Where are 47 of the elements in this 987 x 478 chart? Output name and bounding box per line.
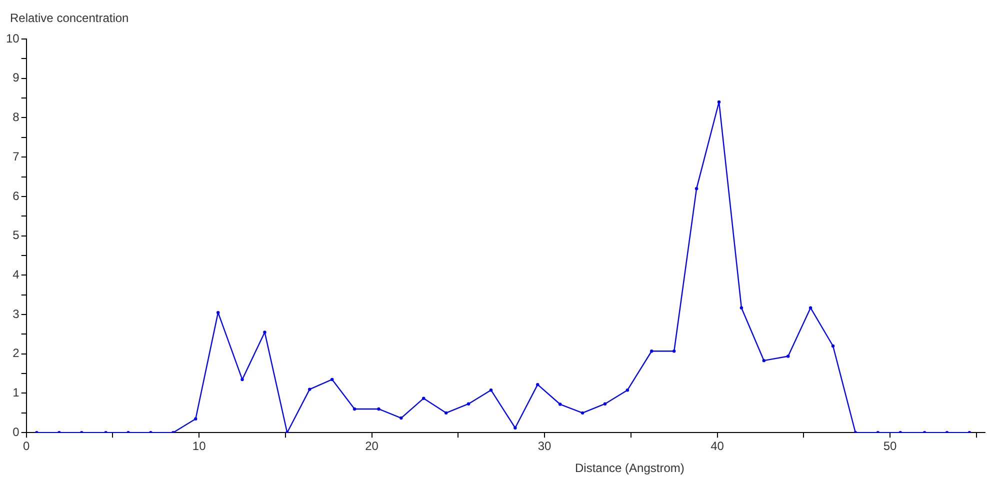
y-tick-label: 8 (12, 110, 20, 124)
x-tick-label: 50 (883, 439, 897, 454)
y-tick-label: 7 (12, 149, 20, 164)
point (308, 388, 312, 391)
point (580, 411, 584, 415)
point (717, 100, 721, 104)
point (603, 402, 607, 406)
point (400, 416, 403, 420)
x-tick-label: 0 (23, 439, 30, 454)
x-tick-label: 20 (365, 439, 379, 454)
x-axis-title: Distance (Angstrom) (575, 461, 684, 475)
point (352, 407, 356, 411)
point (330, 378, 334, 382)
y-tick-label: 5 (12, 228, 20, 242)
point (762, 358, 766, 362)
point (672, 350, 676, 353)
point (808, 306, 812, 310)
x-tick-label: 40 (710, 439, 724, 454)
point (650, 350, 654, 353)
point (466, 402, 470, 406)
point (831, 344, 835, 348)
y-tick-label: 6 (12, 188, 20, 203)
y-tick-label: 9 (12, 70, 20, 85)
y-tick-label: 3 (12, 306, 20, 321)
point (216, 310, 220, 314)
y-tick-label: 1 (12, 386, 20, 400)
x-tick-label: 10 (192, 439, 206, 454)
y-tick-label: 2 (12, 346, 20, 360)
point (444, 411, 448, 415)
point (536, 382, 540, 386)
point (786, 354, 790, 358)
point (240, 378, 244, 382)
point (263, 330, 266, 334)
point (422, 396, 426, 400)
point (489, 388, 493, 392)
x-tick-label: 30 (538, 439, 552, 454)
y-axis-title: Relative concentration (10, 11, 129, 25)
point (740, 306, 744, 310)
y-tick-label: 4 (12, 267, 20, 282)
y-tick-label: 10 (6, 31, 20, 46)
point (377, 407, 380, 411)
point (558, 402, 562, 406)
point (694, 186, 698, 190)
point (194, 417, 198, 420)
point (514, 426, 517, 430)
point (626, 388, 630, 392)
y-tick-label: 0 (12, 424, 20, 439)
